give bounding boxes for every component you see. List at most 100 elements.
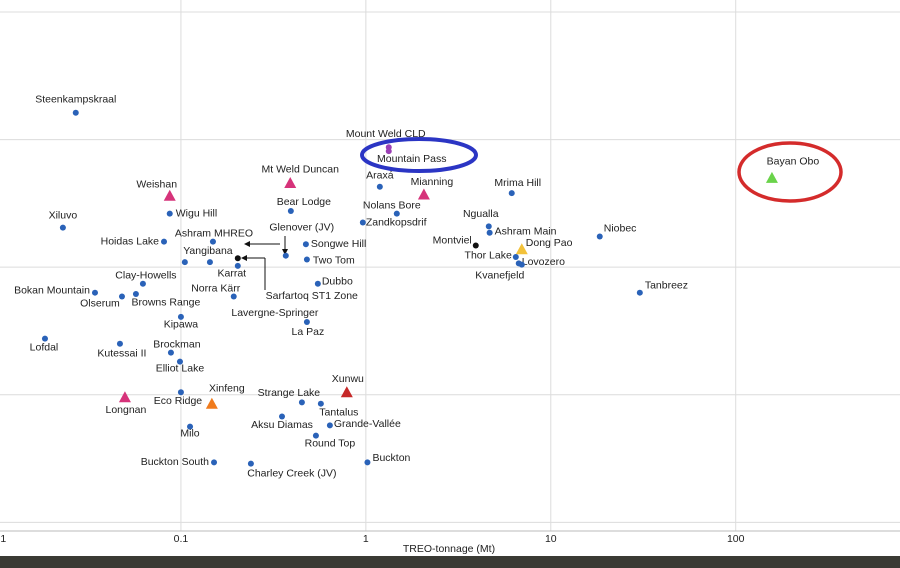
- point: [181, 259, 188, 266]
- point: [596, 233, 603, 240]
- point: [326, 422, 333, 429]
- point-label: La Paz: [292, 326, 325, 338]
- point: [166, 210, 173, 217]
- point-triangle: [205, 397, 218, 409]
- point-label: Clay-Howells: [115, 270, 176, 282]
- point: [161, 238, 168, 245]
- x-tick-label: 0.1: [174, 533, 189, 545]
- point-label: Sarfartoq ST1 Zone: [266, 290, 358, 302]
- point: [279, 413, 286, 420]
- point: [187, 423, 194, 430]
- point: [359, 219, 366, 226]
- highlight-ellipse: [360, 137, 478, 173]
- point: [302, 241, 309, 248]
- point-triangle: [515, 243, 528, 255]
- point-label: Browns Range: [131, 297, 200, 309]
- point-label: Nolans Bore: [363, 199, 421, 211]
- video-bar: [0, 556, 900, 568]
- x-tick-label: 100: [727, 533, 745, 545]
- point-label: Ashram Main: [495, 226, 557, 238]
- points: Steenkampskraal Mount Weld CLD Mountain Pa…: [14, 94, 819, 480]
- point-label: Aksu Diamas: [251, 419, 313, 431]
- point: [230, 293, 237, 300]
- point: [247, 460, 254, 467]
- point: [91, 289, 98, 296]
- point-label: Tanbreez: [645, 279, 688, 291]
- point-label: Hoidas Lake: [101, 235, 160, 247]
- point-label: Eco Ridge: [154, 395, 203, 407]
- point-label: Ngualla: [463, 208, 499, 220]
- point: [116, 340, 123, 347]
- point: [167, 349, 174, 356]
- point-label: Songwe Hill: [311, 238, 366, 250]
- point-label: Charley Creek (JV): [247, 467, 336, 479]
- point-triangle: [340, 386, 353, 398]
- point: [177, 313, 184, 320]
- point-label: Thor Lake: [465, 250, 512, 262]
- point: [209, 238, 216, 245]
- point: [364, 459, 371, 466]
- point-label: Zandkopsdrif: [366, 216, 427, 228]
- point-label: Kvanefjeld: [475, 269, 524, 281]
- point: [59, 224, 66, 231]
- point-label: Elliot Lake: [156, 362, 205, 374]
- point-label: Dubbo: [322, 276, 353, 288]
- point-triangle: [765, 171, 778, 183]
- grid: [0, 0, 900, 531]
- point: [72, 109, 79, 116]
- highlight-ellipse: [737, 141, 843, 203]
- point-label: Two Tom: [313, 254, 355, 266]
- point: [485, 223, 492, 230]
- point-label: Kutessai II: [97, 348, 146, 360]
- point-label: Niobec: [604, 222, 637, 234]
- point: [234, 262, 241, 269]
- point-label: Bokan Mountain: [14, 284, 90, 296]
- point-label: Weishan: [136, 179, 177, 191]
- point: [512, 253, 519, 260]
- x-axis-label: TREO-tonnage (Mt): [403, 543, 495, 555]
- point-triangle: [118, 391, 131, 403]
- point-label: Mrima Hill: [494, 177, 541, 189]
- x-tick-label: 1: [363, 533, 369, 545]
- point-triangle: [284, 176, 297, 188]
- point: [317, 400, 324, 407]
- arrow-head: [241, 255, 247, 261]
- point-label: Wigu Hill: [176, 207, 217, 219]
- point: [132, 290, 139, 297]
- point-label: Steenkampskraal: [35, 94, 116, 106]
- point: [41, 335, 48, 342]
- point: [376, 183, 383, 190]
- point: [472, 242, 479, 249]
- point: [508, 190, 515, 197]
- point-label: Lofdal: [30, 341, 59, 353]
- point: [287, 208, 294, 215]
- point-label: Karrat: [217, 268, 246, 280]
- point: [385, 148, 392, 155]
- point-label: Dong Pao: [526, 237, 573, 249]
- point: [211, 459, 218, 466]
- point-label: Xinfeng: [209, 382, 245, 394]
- point-label: Araxá: [366, 170, 394, 182]
- x-tick-label: 10: [545, 533, 557, 545]
- point-label: Montviel: [433, 234, 472, 246]
- point-label: Brockman: [153, 338, 200, 350]
- point: [486, 229, 493, 236]
- point-label: Grande-Vallée: [334, 418, 401, 430]
- point-label: Bear Lodge: [277, 196, 331, 208]
- point: [118, 293, 125, 300]
- point-label: Norra Kärr: [191, 282, 241, 294]
- point-label: Mount Weld CLD: [346, 128, 426, 140]
- point-label: Strange Lake: [258, 387, 321, 399]
- point: [177, 389, 184, 396]
- point: [303, 319, 310, 326]
- point-triangle: [417, 188, 430, 200]
- point-triangle: [163, 189, 176, 201]
- point: [206, 259, 213, 266]
- point: [636, 289, 643, 296]
- point-label: Kipawa: [164, 319, 199, 331]
- point: [282, 252, 289, 259]
- point: [139, 280, 146, 287]
